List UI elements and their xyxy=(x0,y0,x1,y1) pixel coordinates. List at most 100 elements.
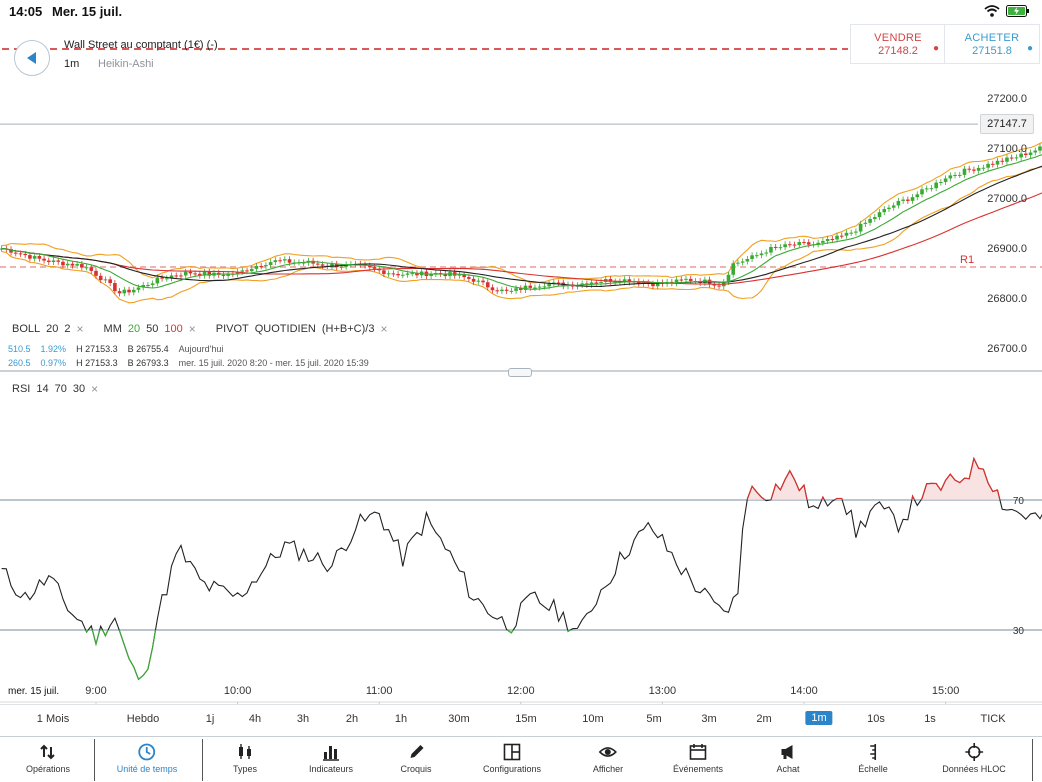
buy-dot-icon: ● xyxy=(1026,43,1033,54)
boll-param-2: 2 xyxy=(64,323,71,335)
timeframe-2h[interactable]: 2h xyxy=(345,713,359,725)
toolbar-label: Types xyxy=(232,764,258,774)
panel-resize-handle[interactable] xyxy=(508,368,532,377)
price-axis-label: 27100.0 xyxy=(987,143,1027,155)
timeframe-1j[interactable]: 1j xyxy=(205,713,215,725)
toolbar-candles-button[interactable]: Types xyxy=(233,737,257,782)
candle-body xyxy=(226,273,230,276)
toolbar-megaphone-button[interactable]: Achat xyxy=(776,737,800,782)
candle-body xyxy=(372,267,377,269)
timeframe-30m[interactable]: 30m xyxy=(448,713,470,725)
timeframe-3m[interactable]: 3m xyxy=(701,713,717,725)
candle-body xyxy=(533,287,537,289)
buy-button[interactable]: ACHETER 27151.8 ● xyxy=(944,24,1040,64)
timeframe-2m[interactable]: 2m xyxy=(756,713,772,725)
candle-body xyxy=(382,270,386,274)
candle-body xyxy=(688,278,693,282)
candle-body xyxy=(249,268,254,272)
sell-dot-icon: ● xyxy=(932,43,939,54)
candle-body xyxy=(622,279,627,283)
remove-boll-icon[interactable]: × xyxy=(76,322,84,336)
timeframe-1-mois[interactable]: 1 Mois xyxy=(36,713,70,725)
info-pct: 0.97% xyxy=(40,358,67,368)
info-pct: 1.92% xyxy=(40,344,67,354)
candle-body xyxy=(108,279,112,284)
timeframe-tick[interactable]: TICK xyxy=(980,713,1006,725)
rsi-legend: RSI 14 70 30 × xyxy=(12,382,98,396)
remove-mm-icon[interactable]: × xyxy=(188,322,196,336)
candle-body xyxy=(863,222,868,224)
sell-button[interactable]: VENDRE 27148.2 ● xyxy=(850,24,946,64)
timeframe-hebdo[interactable]: Hebdo xyxy=(126,713,160,725)
candle-body xyxy=(896,200,901,206)
candle-body xyxy=(868,219,872,223)
candle-body xyxy=(500,289,504,292)
time-axis-label: 10:00 xyxy=(224,685,252,697)
toolbar-calendar-button[interactable]: Événements xyxy=(673,737,723,782)
candle-body xyxy=(18,253,23,255)
toolbar-layout-button[interactable]: Configurations xyxy=(483,737,541,782)
info-high: H 27153.3 xyxy=(76,344,118,354)
remove-rsi-icon[interactable]: × xyxy=(91,382,99,396)
toolbar-eye-button[interactable]: Afficher xyxy=(593,737,623,782)
candle-body xyxy=(599,281,603,283)
candle-body xyxy=(849,232,853,234)
price-chart[interactable]: 27200.0 27100.0 27000.0 26900.0 26800.0 26700… xyxy=(0,22,1042,704)
timeframe-1m[interactable]: 1m xyxy=(805,711,833,725)
price-axis-label: 27000.0 xyxy=(987,193,1027,205)
candle-body xyxy=(396,273,400,276)
toolbar-crosshair-button[interactable]: Données HLOC xyxy=(942,737,1006,782)
timeframe-10s[interactable]: 10s xyxy=(867,713,885,725)
crosshair-icon xyxy=(964,743,983,761)
candle-body xyxy=(339,266,344,268)
candle-body xyxy=(750,255,754,259)
toolbar-arrows-updown-button[interactable]: Opérations xyxy=(26,737,70,782)
toolbar-bar-chart-button[interactable]: Indicateurs xyxy=(309,737,353,782)
remove-pivot-icon[interactable]: × xyxy=(380,322,388,336)
candle-body xyxy=(797,242,802,246)
candle-body xyxy=(1033,150,1038,153)
candle-body xyxy=(731,263,735,275)
candle-body xyxy=(726,274,731,283)
candle-body xyxy=(65,263,70,266)
rsi-line-oversold xyxy=(85,630,572,681)
candle-body xyxy=(264,265,268,267)
candle-body xyxy=(207,271,212,276)
rsi-name: RSI xyxy=(12,383,31,395)
candle-body xyxy=(924,188,929,190)
timeframe-10m[interactable]: 10m xyxy=(582,713,604,725)
calendar-icon xyxy=(689,744,707,760)
candle-body xyxy=(471,278,476,282)
instrument-title[interactable]: Wall Street au comptant (1€) (-) xyxy=(64,39,218,51)
status-date: Mer. 15 juil. xyxy=(52,4,123,19)
candle-body xyxy=(986,163,990,168)
candle-body xyxy=(37,256,42,259)
candle-body xyxy=(806,242,811,245)
candle-body xyxy=(89,267,94,271)
candle-body xyxy=(254,266,259,269)
timeframe-3h[interactable]: 3h xyxy=(296,713,310,725)
candle-body xyxy=(717,285,721,287)
candle-body xyxy=(887,207,891,210)
toolbar-scale-button[interactable]: Échelle xyxy=(858,737,888,782)
candle-body xyxy=(481,280,485,283)
clock-time: 14:05 xyxy=(9,4,43,19)
chart-area[interactable]: 27200.0 27100.0 27000.0 26900.0 26800.0 26700… xyxy=(0,22,1042,704)
toolbar-clock-button[interactable]: Unité de temps xyxy=(117,737,177,782)
timeframe-4h[interactable]: 4h xyxy=(248,713,262,725)
candle-body xyxy=(495,290,499,292)
boll-lower-band xyxy=(1,166,1042,304)
toolbar-label: Événements xyxy=(672,764,724,774)
timeframe-1h[interactable]: 1h xyxy=(394,713,408,725)
timeframe-5m[interactable]: 5m xyxy=(646,713,662,725)
toolbar-pencil-button[interactable]: Croquis xyxy=(400,737,432,782)
timeframe-1s[interactable]: 1s xyxy=(924,713,936,725)
back-button[interactable] xyxy=(14,40,50,76)
time-axis-label: 14:00 xyxy=(790,685,818,697)
back-arrow-icon xyxy=(27,52,36,64)
toolbar-label: Croquis xyxy=(400,764,432,774)
candle-body xyxy=(462,274,466,278)
candle-body xyxy=(844,232,849,236)
timeframe-15m[interactable]: 15m xyxy=(515,713,537,725)
candle-body xyxy=(9,249,13,253)
